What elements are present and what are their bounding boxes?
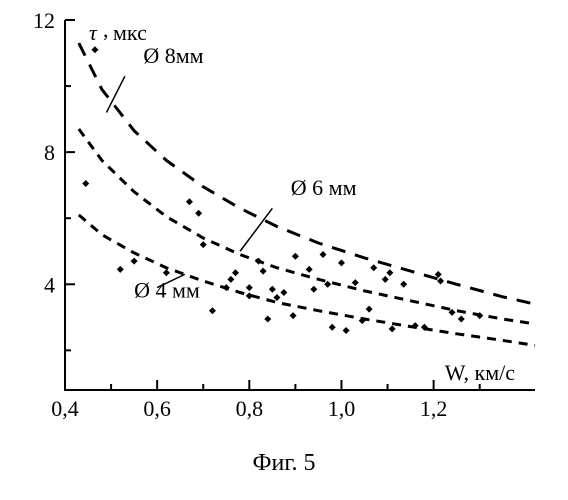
scatter-point bbox=[246, 284, 253, 291]
x-tick-label: 1,2 bbox=[420, 396, 448, 421]
scatter-point bbox=[232, 269, 239, 276]
scatter-point bbox=[437, 277, 444, 284]
scatter-point bbox=[200, 241, 207, 248]
y-tick-label: 12 bbox=[33, 8, 55, 33]
scatter-chart: 0,4 0,6 0,8 1,0 1,2 4 8 12 τ,мкс W, км/с Ø 8мм Ø 6 … bbox=[0, 0, 568, 500]
scatter-point bbox=[131, 258, 138, 265]
y-tick-label: 4 bbox=[44, 272, 55, 297]
scatter-point bbox=[273, 294, 280, 301]
scatter-point bbox=[117, 266, 124, 273]
y-axis-title-tau: τ bbox=[89, 20, 98, 45]
scatter-point bbox=[370, 264, 377, 271]
scatter-point bbox=[458, 315, 465, 322]
x-axis-title: W, км/с bbox=[445, 360, 515, 385]
scatter-point bbox=[324, 281, 331, 288]
scatter-point bbox=[163, 269, 170, 276]
fit-curve-0 bbox=[79, 43, 535, 304]
y-axis-title-sep: , bbox=[103, 17, 109, 42]
scatter-point bbox=[227, 276, 234, 283]
scatter-point bbox=[343, 327, 350, 334]
scatter-point bbox=[260, 268, 267, 275]
y-axis-title-unit: мкс bbox=[113, 20, 147, 45]
scatter-point bbox=[329, 324, 336, 331]
x-tick-label: 0,6 bbox=[143, 396, 171, 421]
curve-label: Ø 6 мм bbox=[291, 175, 357, 200]
scatter-point bbox=[223, 284, 230, 291]
x-tick-label: 0,4 bbox=[51, 396, 79, 421]
axes bbox=[65, 20, 535, 390]
scatter-point bbox=[310, 286, 317, 293]
scatter-point bbox=[320, 251, 327, 258]
scatter-point bbox=[352, 279, 359, 286]
curve-label: Ø 4 мм bbox=[134, 278, 200, 303]
scatter-point bbox=[389, 325, 396, 332]
scatter-point bbox=[306, 266, 313, 273]
scatter-point bbox=[280, 289, 287, 296]
scatter-point bbox=[264, 315, 271, 322]
figure-caption: Фиг. 5 bbox=[253, 450, 316, 476]
scatter-point bbox=[338, 259, 345, 266]
y-tick-label: 8 bbox=[44, 140, 55, 165]
scatter-point bbox=[382, 276, 389, 283]
x-tick-label: 1,0 bbox=[328, 396, 356, 421]
scatter-point bbox=[366, 306, 373, 313]
scatter-point bbox=[386, 269, 393, 276]
x-tick-label: 0,8 bbox=[236, 396, 264, 421]
scatter-point bbox=[91, 46, 98, 53]
scatter-point bbox=[246, 292, 253, 299]
scatter-point bbox=[195, 210, 202, 217]
scatter-point bbox=[290, 312, 297, 319]
scatter-point bbox=[269, 286, 276, 293]
scatter-point bbox=[82, 180, 89, 187]
scatter-point bbox=[209, 307, 216, 314]
curve-label: Ø 8мм bbox=[143, 43, 203, 68]
scatter-point bbox=[292, 253, 299, 260]
scatter-point bbox=[186, 198, 193, 205]
scatter-point bbox=[400, 281, 407, 288]
